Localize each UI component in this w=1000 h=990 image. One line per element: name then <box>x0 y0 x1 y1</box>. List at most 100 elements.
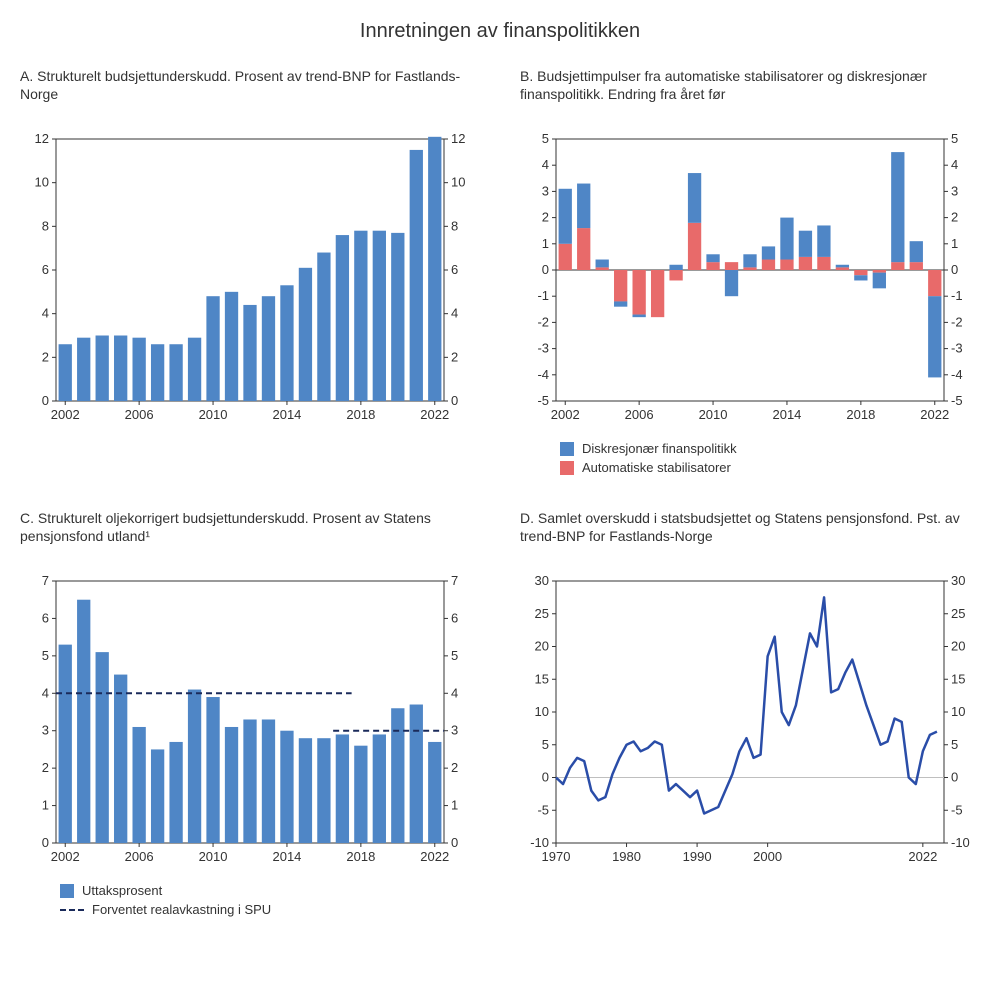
chart-d: -10-10-5-5005510101515202025253030197019… <box>520 571 980 871</box>
svg-text:0: 0 <box>42 393 49 408</box>
svg-text:1970: 1970 <box>542 849 571 864</box>
svg-text:15: 15 <box>951 671 965 686</box>
svg-text:3: 3 <box>542 183 549 198</box>
svg-text:8: 8 <box>42 218 49 233</box>
svg-text:7: 7 <box>42 573 49 588</box>
svg-text:6: 6 <box>451 610 458 625</box>
svg-text:12: 12 <box>451 131 465 146</box>
svg-text:30: 30 <box>951 573 965 588</box>
svg-text:5: 5 <box>42 648 49 663</box>
svg-text:12: 12 <box>35 131 49 146</box>
panel-d-title: D. Samlet overskudd i statsbudsjettet og… <box>520 509 980 563</box>
svg-text:25: 25 <box>951 606 965 621</box>
svg-text:4: 4 <box>451 306 458 321</box>
panel-b: B. Budsjettimpulser fra automatiske stab… <box>520 67 980 479</box>
chart-b: -5-5-4-4-3-3-2-2-1-100112233445520022006… <box>520 129 980 429</box>
panel-a: A. Strukturelt budsjettunderskudd. Prose… <box>20 67 480 479</box>
svg-text:10: 10 <box>535 704 549 719</box>
svg-text:2010: 2010 <box>699 407 728 422</box>
svg-text:2: 2 <box>42 349 49 364</box>
svg-text:4: 4 <box>42 685 49 700</box>
svg-text:1990: 1990 <box>683 849 712 864</box>
svg-text:2018: 2018 <box>346 407 375 422</box>
legend-c-item-2: Forventet realavkastning i SPU <box>20 902 480 917</box>
svg-text:30: 30 <box>535 573 549 588</box>
svg-text:8: 8 <box>451 218 458 233</box>
panel-c-title: C. Strukturelt oljekorrigert budsjettund… <box>20 509 480 563</box>
svg-text:2022: 2022 <box>420 407 449 422</box>
panel-a-letter: A. <box>20 68 33 84</box>
svg-text:2: 2 <box>951 210 958 225</box>
svg-text:-10: -10 <box>951 835 970 850</box>
svg-text:-4: -4 <box>951 367 963 382</box>
legend-b-label-1: Diskresjonær finanspolitikk <box>582 441 737 456</box>
svg-text:6: 6 <box>42 262 49 277</box>
chart-c: 0011223344556677200220062010201420182022 <box>20 571 480 871</box>
svg-text:2014: 2014 <box>272 849 301 864</box>
main-title: Innretningen av finanspolitikken <box>20 20 980 43</box>
svg-text:2002: 2002 <box>51 407 80 422</box>
svg-text:0: 0 <box>42 835 49 850</box>
panel-c-letter: C. <box>20 510 34 526</box>
svg-text:3: 3 <box>451 723 458 738</box>
svg-text:2018: 2018 <box>346 849 375 864</box>
svg-text:6: 6 <box>451 262 458 277</box>
legend-c-label-1: Uttaksprosent <box>82 883 162 898</box>
legend-b-swatch-2 <box>560 461 574 475</box>
svg-text:-5: -5 <box>951 802 963 817</box>
svg-text:10: 10 <box>451 175 465 190</box>
panel-d: D. Samlet overskudd i statsbudsjettet og… <box>520 509 980 921</box>
legend-c-line-2 <box>60 909 84 911</box>
svg-text:2022: 2022 <box>920 407 949 422</box>
svg-text:2014: 2014 <box>772 407 801 422</box>
svg-text:6: 6 <box>42 610 49 625</box>
panel-b-title: B. Budsjettimpulser fra automatiske stab… <box>520 67 980 121</box>
svg-text:15: 15 <box>535 671 549 686</box>
svg-text:1: 1 <box>542 236 549 251</box>
svg-text:-1: -1 <box>537 288 549 303</box>
svg-text:-2: -2 <box>951 314 963 329</box>
legend-b-label-2: Automatiske stabilisatorer <box>582 460 731 475</box>
svg-text:0: 0 <box>951 262 958 277</box>
legend-b-item-2: Automatiske stabilisatorer <box>520 460 980 475</box>
svg-text:25: 25 <box>535 606 549 621</box>
svg-text:1: 1 <box>451 798 458 813</box>
panel-b-title-text: Budsjettimpulser fra automatiske stabili… <box>520 68 927 102</box>
legend-c-item-1: Uttaksprosent <box>20 883 480 898</box>
legend-c-swatch-1 <box>60 884 74 898</box>
legend-b: Diskresjonær finanspolitikk Automatiske … <box>520 441 980 479</box>
chart-a: 0022446688101012122002200620102014201820… <box>20 129 480 429</box>
svg-text:4: 4 <box>451 685 458 700</box>
svg-text:2014: 2014 <box>272 407 301 422</box>
svg-text:2: 2 <box>542 210 549 225</box>
svg-text:5: 5 <box>542 737 549 752</box>
svg-text:1980: 1980 <box>612 849 641 864</box>
svg-text:5: 5 <box>451 648 458 663</box>
chart-grid: A. Strukturelt budsjettunderskudd. Prose… <box>20 67 980 921</box>
svg-text:7: 7 <box>451 573 458 588</box>
svg-text:-10: -10 <box>530 835 549 850</box>
svg-text:2: 2 <box>42 760 49 775</box>
svg-text:-3: -3 <box>951 341 963 356</box>
svg-text:4: 4 <box>542 157 549 172</box>
svg-text:2022: 2022 <box>908 849 937 864</box>
svg-text:0: 0 <box>542 770 549 785</box>
svg-text:4: 4 <box>42 306 49 321</box>
panel-d-title-text: Samlet overskudd i statsbudsjettet og St… <box>520 510 960 544</box>
svg-text:-3: -3 <box>537 341 549 356</box>
svg-text:2002: 2002 <box>551 407 580 422</box>
svg-text:10: 10 <box>951 704 965 719</box>
panel-c-title-text: Strukturelt oljekorrigert budsjettunders… <box>20 510 431 544</box>
svg-text:3: 3 <box>951 183 958 198</box>
svg-text:-4: -4 <box>537 367 549 382</box>
legend-b-swatch-1 <box>560 442 574 456</box>
svg-text:10: 10 <box>35 175 49 190</box>
svg-text:-2: -2 <box>537 314 549 329</box>
svg-text:3: 3 <box>42 723 49 738</box>
svg-text:-5: -5 <box>537 393 549 408</box>
panel-a-title-text: Strukturelt budsjettunderskudd. Prosent … <box>20 68 460 102</box>
svg-text:1: 1 <box>42 798 49 813</box>
legend-c: Uttaksprosent Forventet realavkastning i… <box>20 883 480 921</box>
svg-text:20: 20 <box>951 639 965 654</box>
svg-text:0: 0 <box>451 393 458 408</box>
